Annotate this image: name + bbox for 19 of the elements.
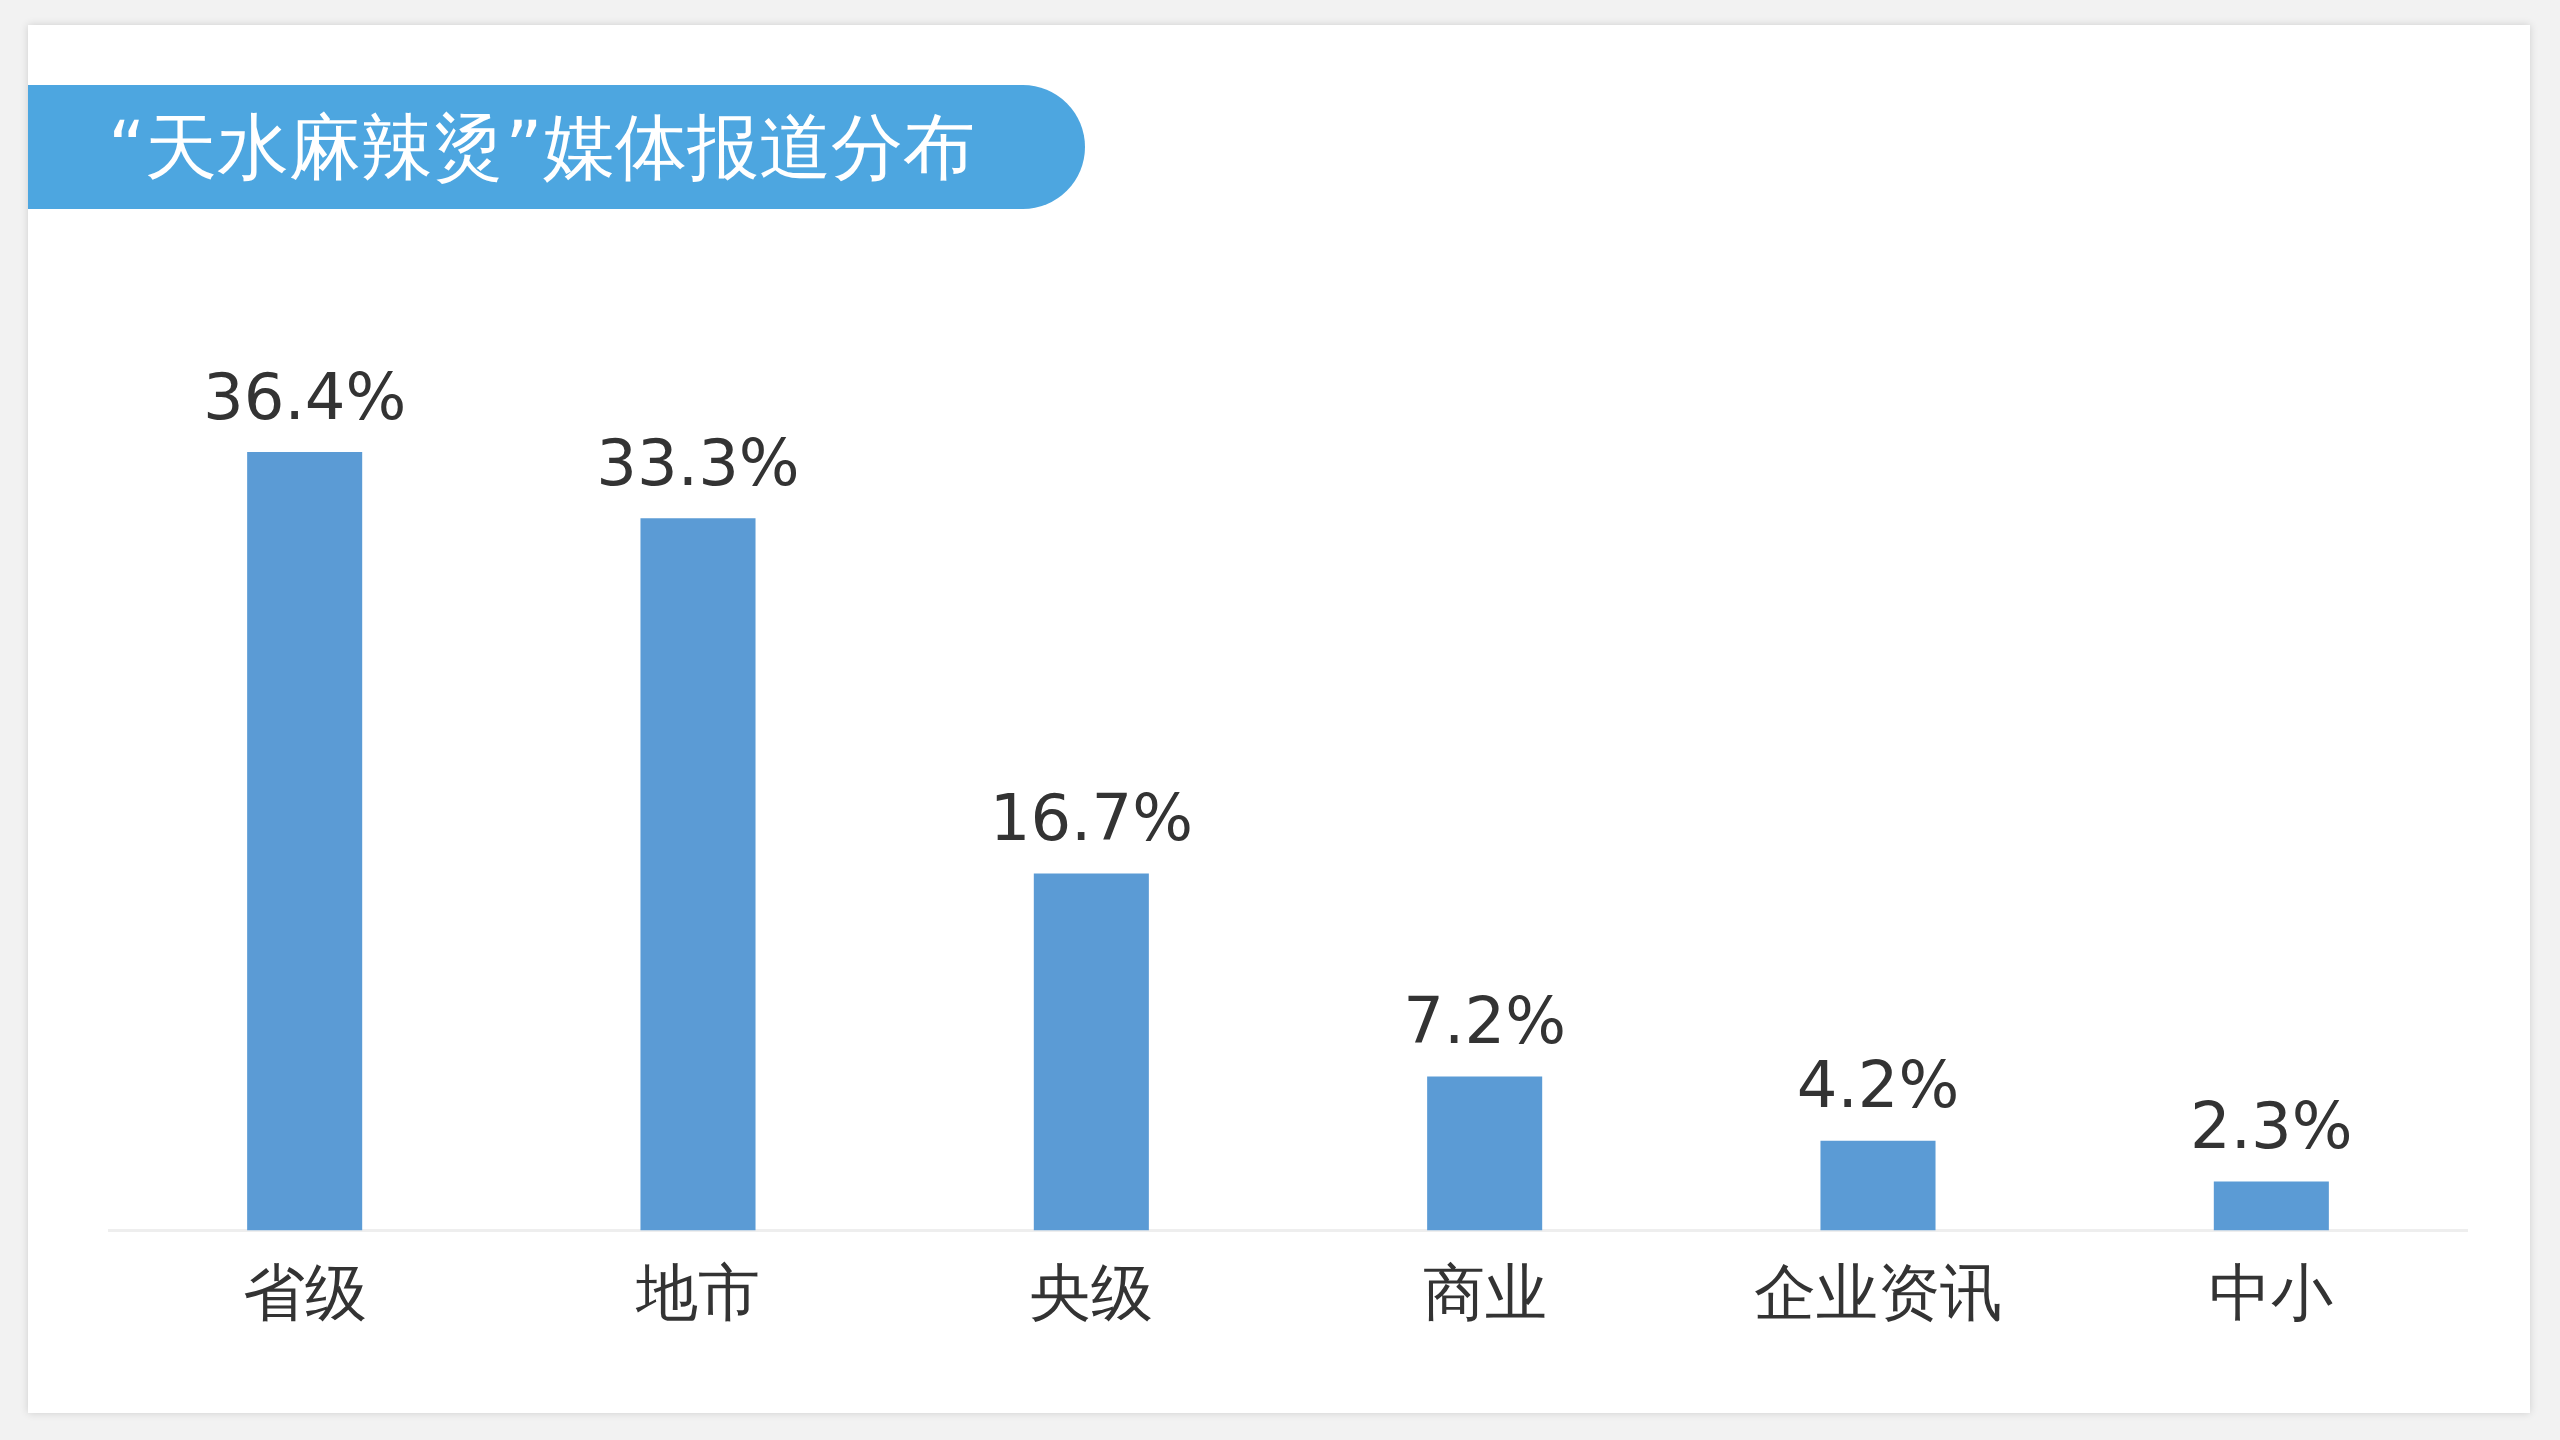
bar <box>247 452 363 1231</box>
x-tick-label: 地市 <box>635 1255 760 1329</box>
data-label: 16.7% <box>989 781 1193 856</box>
bar <box>1033 873 1149 1231</box>
data-label: 33.3% <box>596 425 800 500</box>
x-tick-label: 省级 <box>242 1255 367 1329</box>
bar <box>1427 1076 1543 1231</box>
x-tick-label: 商业 <box>1422 1255 1547 1329</box>
x-tick-label: 企业资讯 <box>1754 1255 2002 1329</box>
bar <box>1820 1140 1936 1231</box>
bar <box>640 518 756 1231</box>
data-label: 7.2% <box>1403 984 1566 1059</box>
data-label: 36.4% <box>203 359 407 434</box>
bar <box>2213 1181 2329 1231</box>
x-tick-label: 中小 <box>2209 1255 2334 1329</box>
data-label: 2.3% <box>2190 1089 2353 1164</box>
data-label: 4.2% <box>1796 1048 1960 1123</box>
chart-title: “天水麻辣烫”媒体报道分布 <box>28 85 1085 209</box>
x-tick-label: 央级 <box>1029 1255 1154 1329</box>
